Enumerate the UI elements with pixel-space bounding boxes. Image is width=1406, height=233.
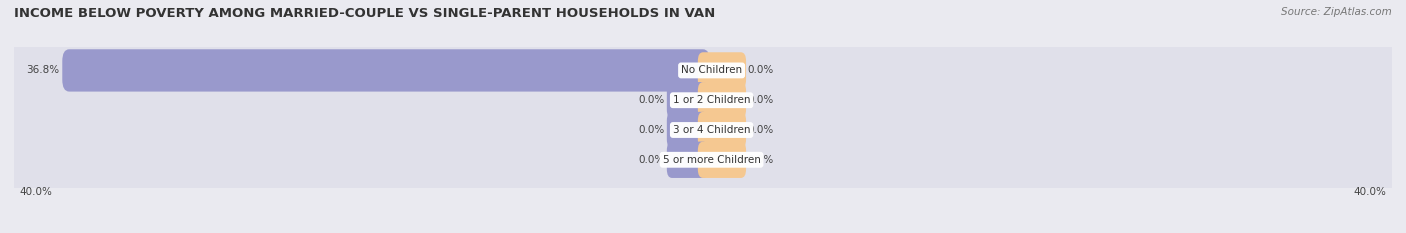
Text: 36.8%: 36.8% (25, 65, 59, 75)
Text: No Children: No Children (681, 65, 742, 75)
Text: 1 or 2 Children: 1 or 2 Children (673, 95, 751, 105)
Text: 0.0%: 0.0% (638, 95, 665, 105)
Text: 5 or more Children: 5 or more Children (662, 155, 761, 165)
FancyBboxPatch shape (697, 52, 747, 89)
Text: 0.0%: 0.0% (748, 65, 775, 75)
Text: INCOME BELOW POVERTY AMONG MARRIED-COUPLE VS SINGLE-PARENT HOUSEHOLDS IN VAN: INCOME BELOW POVERTY AMONG MARRIED-COUPL… (14, 7, 716, 20)
Text: 3 or 4 Children: 3 or 4 Children (673, 125, 751, 135)
FancyBboxPatch shape (1, 72, 1405, 128)
Text: Source: ZipAtlas.com: Source: ZipAtlas.com (1281, 7, 1392, 17)
Text: 0.0%: 0.0% (638, 155, 665, 165)
FancyBboxPatch shape (697, 82, 747, 118)
Text: 40.0%: 40.0% (1354, 187, 1386, 197)
FancyBboxPatch shape (666, 82, 709, 118)
FancyBboxPatch shape (666, 142, 709, 178)
Text: 0.0%: 0.0% (638, 125, 665, 135)
FancyBboxPatch shape (697, 142, 747, 178)
Text: 0.0%: 0.0% (748, 95, 775, 105)
Text: 0.0%: 0.0% (748, 125, 775, 135)
FancyBboxPatch shape (1, 42, 1405, 99)
FancyBboxPatch shape (1, 132, 1405, 188)
FancyBboxPatch shape (697, 112, 747, 148)
FancyBboxPatch shape (1, 102, 1405, 158)
Text: 40.0%: 40.0% (20, 187, 52, 197)
Text: 0.0%: 0.0% (748, 155, 775, 165)
FancyBboxPatch shape (666, 112, 709, 148)
FancyBboxPatch shape (62, 49, 710, 92)
